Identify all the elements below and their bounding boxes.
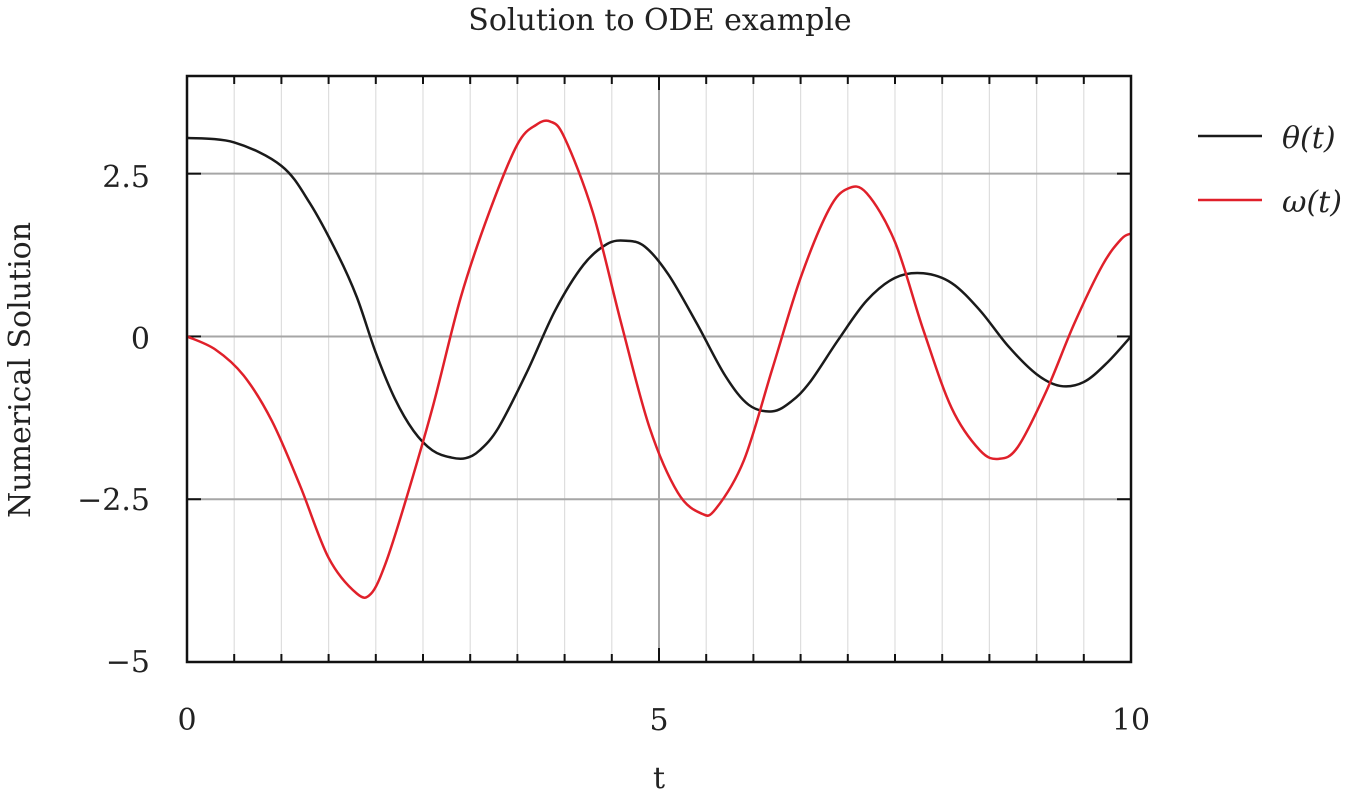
legend-label-omega: ω(t) — [1282, 185, 1342, 220]
x-tick-label: 5 — [649, 703, 668, 738]
x-tick-label: 0 — [177, 703, 196, 738]
theta-series-line — [186, 136, 1132, 461]
y-tick-label: 2.5 — [102, 160, 150, 195]
y-axis-label: Numerical Solution — [3, 222, 38, 518]
y-tick-label: −5 — [106, 645, 150, 680]
omega-series-line — [186, 119, 1132, 599]
x-tick-labels: 0 5 10 — [177, 703, 1150, 738]
legend-label-theta: θ(t) — [1282, 121, 1336, 156]
y-tick-labels: −5 −2.5 0 2.5 — [77, 160, 150, 680]
series-layer — [186, 119, 1132, 599]
x-axis-label: t — [653, 761, 665, 795]
chart-title: Solution to ODE example — [468, 3, 851, 38]
grid-layer — [186, 76, 1132, 663]
y-tick-label: 0 — [131, 322, 150, 357]
plot-frame — [185, 74, 1133, 664]
x-tick-label: 10 — [1112, 703, 1150, 738]
ticks-layer — [186, 76, 1132, 663]
legend: θ(t) ω(t) — [1198, 121, 1342, 220]
y-tick-label: −2.5 — [77, 483, 150, 518]
